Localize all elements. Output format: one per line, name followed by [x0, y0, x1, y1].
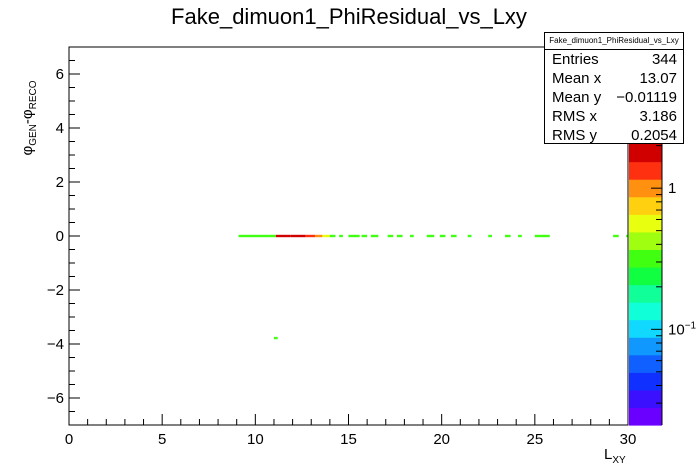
x-tick-label: 25 — [526, 431, 543, 448]
stats-row-entries: Entries 344 — [545, 50, 683, 69]
y-tick-label: −4 — [47, 336, 64, 353]
y-tick-label: −2 — [47, 282, 64, 299]
y-axis: −6 −4 −2 0 2 4 6 — [47, 46, 80, 426]
heatmap-cell — [613, 234, 619, 238]
heatmap-cell — [467, 234, 472, 238]
heatmap-cells — [238, 234, 628, 340]
heatmap-cell — [322, 234, 330, 238]
palette-swatch — [629, 231, 662, 250]
stats-label: Entries — [552, 51, 599, 68]
palette-swatch — [629, 389, 662, 409]
palette-swatch — [629, 302, 662, 321]
heatmap-cell — [450, 234, 457, 238]
heatmap-cell — [305, 234, 315, 238]
heatmap-cell — [518, 234, 522, 238]
heatmap-cell — [488, 234, 492, 238]
z-tick-label: 1 — [668, 180, 676, 197]
y-tick-label: 0 — [56, 228, 64, 245]
palette-swatch — [629, 337, 662, 356]
stats-label: Mean y — [552, 89, 602, 106]
heatmap-cell — [275, 234, 291, 238]
stats-value: 3.186 — [639, 108, 677, 125]
palette-swatch — [629, 266, 662, 286]
x-tick-label: 10 — [247, 431, 264, 448]
heatmap-cell — [409, 234, 414, 238]
y-axis-label: φGEN-φRECO — [19, 80, 39, 155]
y-tick-label: −6 — [47, 390, 64, 407]
heatmap-cell — [387, 234, 394, 238]
palette-swatch — [629, 284, 662, 303]
heatmap-cell — [339, 234, 343, 238]
x-tick-label: 30 — [620, 431, 637, 448]
heatmap-cell — [268, 234, 276, 238]
heatmap-cell — [534, 234, 550, 238]
heatmap-cell — [626, 234, 628, 238]
stats-label: Mean x — [552, 70, 602, 87]
heatmap-cell — [426, 234, 435, 238]
x-tick-label: 15 — [340, 431, 357, 448]
heatmap-cell — [439, 234, 446, 238]
stats-label: RMS y — [552, 127, 597, 144]
heatmap-cell — [314, 234, 323, 238]
stats-label: RMS x — [552, 108, 597, 125]
palette-swatch — [629, 161, 662, 180]
palette-swatch — [629, 214, 662, 233]
stats-title: Fake_dimuon1_PhiResidual_vs_Lxy — [545, 33, 683, 50]
color-palette-bar — [629, 144, 662, 426]
palette-swatch — [629, 407, 662, 426]
y-tick-label: 4 — [56, 120, 64, 137]
heatmap-cell — [329, 234, 336, 238]
x-tick-label: 5 — [158, 431, 166, 448]
stats-value: −0.01119 — [616, 89, 677, 106]
heatmap-cell — [361, 234, 368, 238]
heatmap-cell — [505, 234, 511, 238]
palette-swatch — [629, 196, 662, 215]
palette-swatch — [629, 354, 662, 373]
stats-row-mean-y: Mean y −0.01119 — [545, 88, 683, 107]
heatmap-cell — [253, 234, 269, 238]
stats-value: 344 — [651, 51, 677, 68]
z-tick-label: 10−1 — [668, 320, 697, 338]
chart-title: Fake_dimuon1_PhiResidual_vs_Lxy — [171, 4, 527, 29]
heatmap-cell — [273, 336, 278, 340]
x-axis-label: LXY — [604, 446, 626, 466]
stats-row-rms-x: RMS x 3.186 — [545, 107, 683, 126]
palette-swatch — [629, 372, 662, 391]
palette-swatch — [629, 249, 662, 268]
heatmap-cell — [396, 234, 403, 238]
palette-swatch — [629, 179, 662, 198]
y-tick-label: 2 — [56, 174, 64, 191]
stats-row-rms-y: RMS y 0.2054 — [545, 126, 683, 145]
x-axis: 0 5 10 15 20 25 30 — [65, 414, 637, 448]
heatmap-cell — [370, 234, 379, 238]
stats-value: 13.07 — [639, 70, 677, 87]
x-tick-label: 20 — [433, 431, 450, 448]
palette-swatch — [629, 319, 662, 338]
heatmap-cell — [348, 234, 360, 238]
palette-swatch — [629, 144, 662, 163]
stats-box: Fake_dimuon1_PhiResidual_vs_Lxy Entries 3… — [544, 32, 684, 144]
heatmap-cell — [238, 234, 254, 238]
heatmap-cell — [290, 234, 306, 238]
x-tick-label: 0 — [65, 431, 73, 448]
stats-row-mean-x: Mean x 13.07 — [545, 69, 683, 88]
y-tick-label: 6 — [56, 66, 64, 83]
stats-value: 0.2054 — [631, 127, 677, 144]
